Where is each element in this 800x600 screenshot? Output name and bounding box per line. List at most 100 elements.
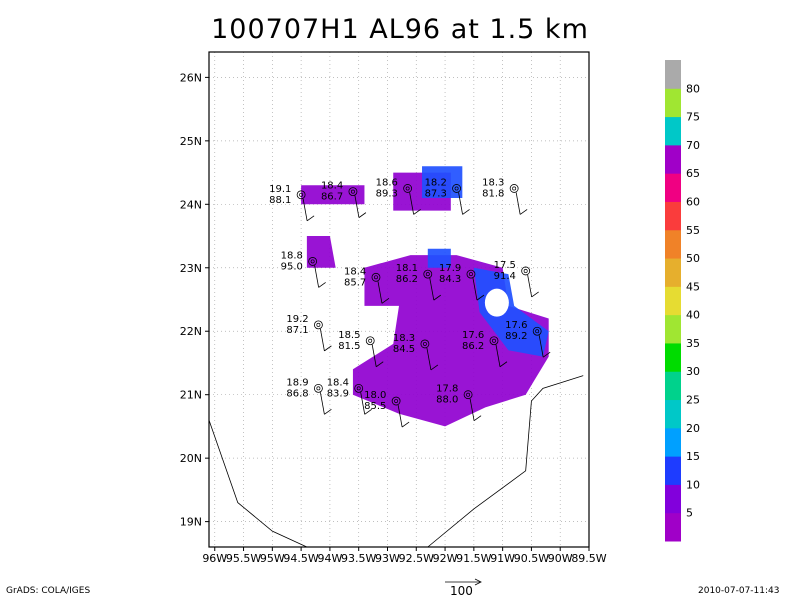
station-temp: 17.8	[436, 384, 458, 395]
colorbar-label: 60	[686, 195, 700, 208]
station-value: 86.7	[321, 192, 343, 203]
wind-barb	[364, 409, 372, 415]
station-value: 85.7	[344, 277, 366, 288]
colorbar-swatch	[665, 201, 681, 231]
station-value: 85.5	[364, 401, 386, 412]
station-marker	[452, 184, 461, 193]
station-marker	[420, 339, 430, 349]
colorbar-label: 70	[686, 139, 700, 152]
station-marker	[391, 396, 401, 406]
wind-barb	[324, 345, 332, 352]
wind-barb	[377, 281, 383, 304]
wind-barb	[426, 347, 432, 370]
eye-region	[484, 288, 509, 317]
station-marker	[313, 383, 323, 393]
station-marker	[354, 383, 364, 393]
wind-barb	[302, 198, 308, 221]
colorbar-swatch	[665, 484, 681, 514]
colorbar-swatch	[665, 286, 681, 316]
station-marker	[308, 257, 318, 266]
station-value: 91.4	[494, 271, 516, 282]
station-value: 89.3	[376, 188, 398, 199]
wind-barb	[542, 351, 551, 358]
lon-tick-label: 90W	[548, 552, 573, 565]
station-marker	[535, 329, 540, 334]
colorbar-label: 25	[686, 394, 700, 407]
station-temp: 18.4	[321, 181, 343, 192]
wind-barb	[462, 209, 470, 215]
colorbar-swatch	[665, 512, 681, 542]
colorbar-label: 35	[686, 337, 700, 350]
station-value: 86.2	[462, 341, 484, 352]
lon-tick-label: 95.5W	[226, 552, 261, 565]
station-value: 87.3	[425, 188, 447, 199]
station-marker	[299, 192, 304, 197]
station-marker	[469, 272, 473, 277]
wind-barb	[401, 421, 410, 428]
station-marker	[425, 272, 430, 277]
station-temp: 17.9	[439, 263, 461, 274]
wind-barb	[476, 294, 485, 301]
lon-tick-label: 94.5W	[283, 552, 318, 565]
coastline	[427, 375, 584, 548]
colorbar-swatch	[665, 116, 681, 146]
wind-shading	[422, 166, 463, 198]
lat-tick-label: 23N	[180, 262, 202, 275]
station-temp: 18.2	[425, 177, 447, 188]
colorbar-swatch	[665, 173, 681, 202]
lat-tick-label: 22N	[180, 325, 202, 338]
map-title: 100707H1 AL96 at 1.5 km	[211, 14, 589, 45]
wind-barb	[527, 274, 533, 298]
wind-barb	[306, 215, 315, 222]
colorbar-label: 20	[686, 422, 700, 435]
station-marker	[509, 184, 519, 193]
station-value: 86.2	[396, 274, 418, 285]
wind-barb	[429, 278, 435, 301]
station-value: 89.2	[505, 331, 527, 342]
lat-tick-label: 20N	[180, 452, 202, 465]
wind-shading	[301, 185, 365, 205]
station-marker	[489, 336, 499, 346]
wind-barb	[469, 398, 475, 421]
lon-tick-label: 95W	[260, 552, 285, 565]
station-temp: 18.1	[396, 263, 418, 274]
station-value: 84.3	[439, 274, 461, 285]
wind-barb	[360, 392, 366, 415]
station-temp: 18.6	[376, 177, 398, 188]
lon-tick-label: 93.5W	[341, 552, 376, 565]
station-value: 87.1	[286, 325, 308, 336]
station-value: 88.0	[436, 395, 458, 406]
station-temp: 18.8	[281, 250, 303, 261]
colorbar-label: 40	[686, 309, 700, 322]
colorbar-label: 30	[686, 365, 700, 378]
footer-timestamp: 2010-07-07-11:43	[698, 586, 780, 596]
lat-tick-label: 25N	[180, 135, 202, 148]
map-frame	[208, 51, 590, 548]
wind-barb	[433, 294, 442, 301]
colorbar-swatch	[665, 144, 681, 174]
colorbar-label: 75	[686, 111, 700, 124]
colorbar-label: 55	[686, 224, 700, 237]
footer-credit: GrADS: COLA/IGES	[6, 586, 91, 596]
station-marker	[348, 187, 358, 197]
colorbar-label: 45	[686, 280, 700, 293]
station-marker	[374, 275, 378, 280]
station-value: 84.5	[393, 344, 415, 355]
lat-tick-label: 19N	[180, 516, 202, 529]
station-value: 95.0	[281, 261, 303, 272]
wind-barb	[371, 344, 377, 367]
station-marker	[523, 268, 528, 273]
wind-barb	[358, 212, 367, 218]
station-marker	[356, 386, 361, 391]
wind-barb	[538, 335, 544, 358]
colorbar-label: 10	[686, 478, 700, 491]
station-marker	[463, 390, 473, 400]
wind-barb	[499, 361, 508, 368]
wind-barb	[397, 404, 403, 428]
wind-barb	[320, 392, 325, 415]
lon-tick-label: 94W	[317, 552, 342, 565]
lon-tick-label: 90.5W	[514, 552, 549, 565]
station-temp: 18.9	[286, 377, 308, 388]
colorbar-label: 15	[686, 450, 700, 463]
station-marker	[313, 320, 323, 330]
